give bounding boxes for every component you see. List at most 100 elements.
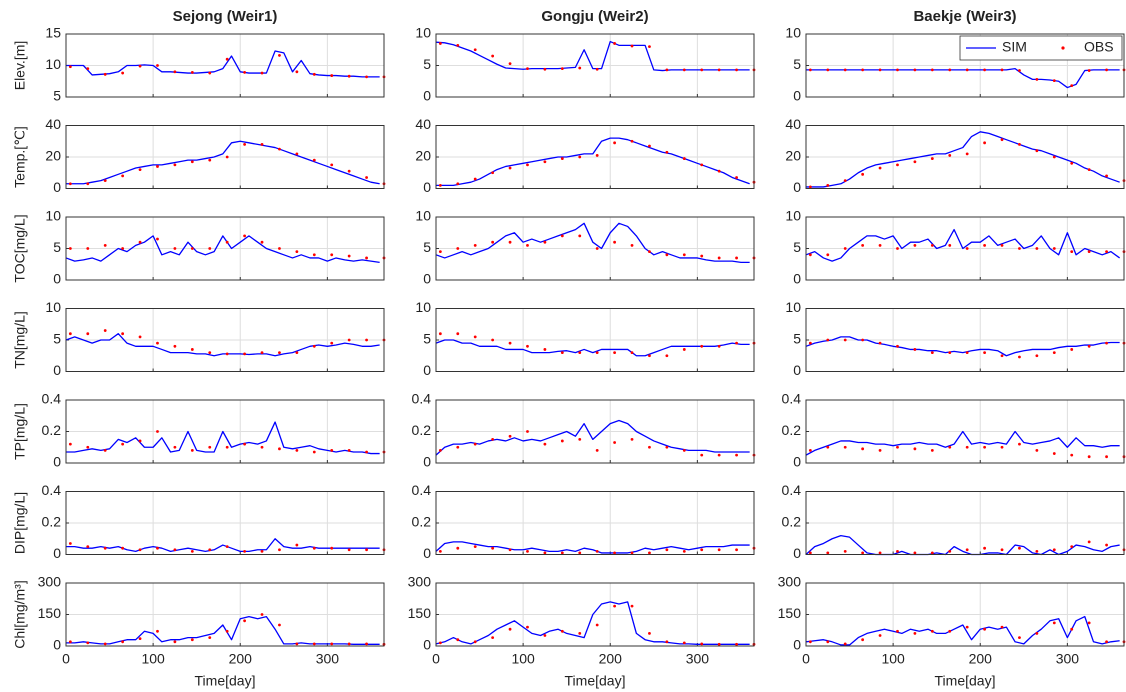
obs-dot — [312, 158, 316, 162]
obs-dot — [578, 234, 582, 238]
obs-dot — [630, 44, 634, 48]
obs-dot — [1000, 138, 1004, 142]
obs-dot — [648, 354, 651, 358]
obs-dot — [138, 335, 142, 339]
x-tick-label: 0 — [432, 651, 440, 667]
x-axis-label: Time[day] — [195, 673, 256, 689]
obs-dot — [190, 549, 194, 553]
y-tick-label: 0 — [423, 179, 431, 195]
obs-dot — [103, 449, 107, 452]
obs-dot — [456, 445, 460, 449]
obs-dot — [508, 62, 512, 66]
obs-dot — [613, 551, 617, 555]
obs-dot — [595, 67, 599, 71]
obs-dot — [347, 254, 351, 258]
obs-dot — [1035, 149, 1039, 153]
obs-dot — [1000, 445, 1004, 449]
obs-dot — [156, 546, 159, 550]
obs-dot — [595, 449, 599, 452]
obs-dot — [260, 240, 264, 244]
obs-dot — [330, 546, 334, 550]
panel-title: Gongju (Weir2) — [541, 8, 648, 25]
y-tick-label: 0 — [53, 271, 61, 287]
obs-dot — [913, 348, 917, 351]
obs-dot — [578, 351, 582, 354]
obs-dot — [1035, 77, 1039, 81]
obs-dot — [121, 247, 125, 250]
obs-dot — [648, 250, 651, 254]
y-axis-label: Temp.[℃] — [12, 126, 28, 188]
obs-dot — [1105, 341, 1108, 345]
obs-dot — [930, 157, 934, 160]
obs-dot — [896, 68, 899, 72]
obs-dot — [843, 247, 847, 250]
sim-line — [435, 40, 750, 72]
obs-dot — [473, 442, 477, 446]
y-tick-label: 10 — [785, 299, 801, 315]
y-tick-label: 20 — [45, 148, 61, 164]
obs-dot — [260, 613, 264, 616]
obs-dot — [156, 237, 159, 241]
y-tick-label: 5 — [53, 331, 61, 347]
obs-dot — [543, 634, 547, 637]
obs-dot — [278, 351, 281, 354]
obs-dot — [930, 629, 934, 633]
obs-dot — [1052, 155, 1056, 159]
obs-dot — [578, 155, 582, 159]
obs-dot — [138, 240, 142, 244]
obs-dot — [278, 623, 281, 627]
obs-dot — [808, 551, 812, 555]
obs-dot — [1018, 546, 1021, 550]
obs-dot — [896, 549, 899, 553]
obs-dot — [190, 348, 194, 351]
obs-dot — [808, 449, 812, 452]
obs-dot — [138, 439, 142, 443]
obs-dot — [365, 450, 368, 454]
obs-dot — [878, 551, 882, 555]
obs-dot — [1105, 640, 1108, 644]
sim-line — [805, 336, 1120, 357]
y-tick-label: 0.4 — [412, 482, 432, 498]
obs-dot — [1035, 247, 1039, 250]
obs-dot — [508, 240, 512, 244]
y-tick-label: 40 — [785, 116, 801, 132]
obs-dot — [173, 640, 177, 644]
y-tick-label: 10 — [785, 208, 801, 224]
obs-dot — [595, 247, 599, 250]
axes-box — [435, 399, 755, 464]
obs-dot — [1105, 174, 1108, 178]
y-tick-label: 5 — [423, 239, 431, 255]
obs-dot — [330, 449, 334, 452]
y-tick-label: 0 — [53, 362, 61, 378]
obs-dot — [347, 338, 351, 342]
obs-dot — [648, 445, 651, 449]
obs-dot — [630, 437, 634, 441]
obs-dot — [682, 549, 686, 553]
y-tick-label: 10 — [415, 208, 431, 224]
obs-dot — [983, 445, 987, 449]
obs-dot — [1052, 452, 1056, 455]
obs-dot — [700, 68, 704, 72]
obs-dot — [878, 166, 882, 170]
obs-dot — [1070, 84, 1074, 88]
obs-dot — [121, 332, 125, 336]
axes-box — [65, 125, 385, 189]
sim-line — [65, 235, 380, 264]
obs-dot — [68, 182, 72, 186]
obs-dot — [1087, 344, 1091, 348]
obs-dot — [86, 67, 90, 71]
obs-dot — [491, 338, 495, 342]
obs-dot — [473, 177, 477, 181]
obs-dot — [1087, 69, 1091, 72]
obs-dot — [473, 545, 477, 549]
obs-dot — [173, 70, 177, 74]
obs-dot — [948, 68, 952, 72]
obs-dot — [1035, 354, 1039, 358]
obs-dot — [682, 449, 686, 452]
obs-dot — [1000, 68, 1004, 72]
y-tick-label: 5 — [793, 331, 801, 347]
obs-dot — [560, 351, 564, 354]
x-tick-label: 0 — [62, 651, 70, 667]
obs-dot — [121, 546, 125, 550]
obs-dot — [1105, 250, 1108, 254]
